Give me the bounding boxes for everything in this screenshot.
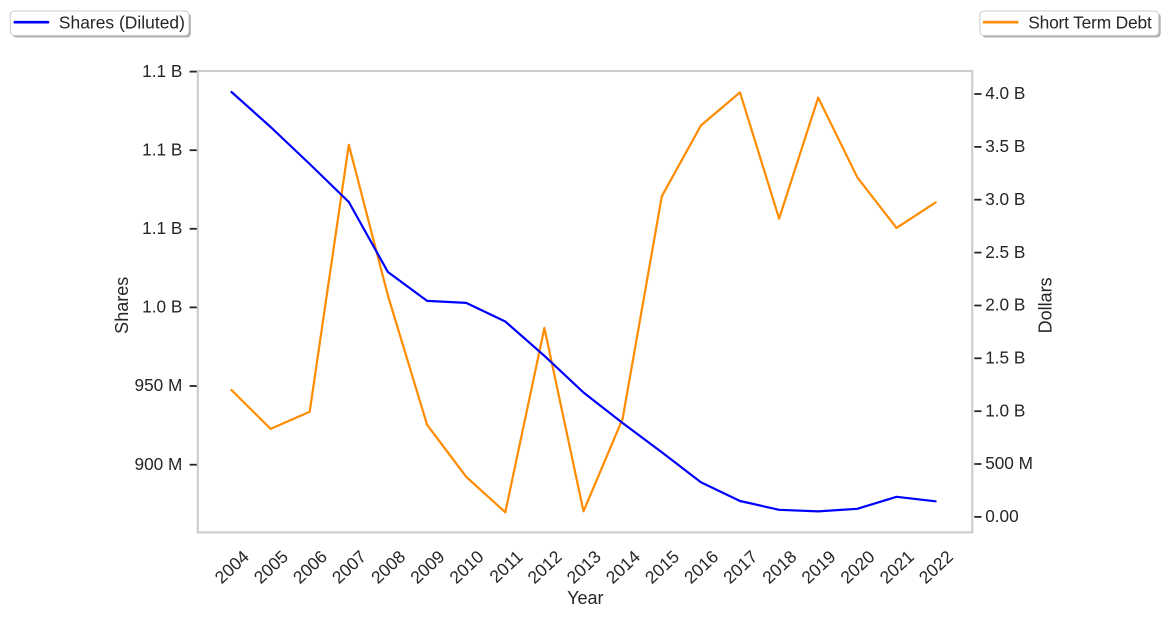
- svg-text:1.0 B: 1.0 B: [985, 400, 1025, 420]
- svg-text:3.5 B: 3.5 B: [985, 136, 1025, 156]
- svg-text:1.1 B: 1.1 B: [142, 139, 182, 159]
- svg-text:1.1 B: 1.1 B: [142, 218, 182, 238]
- svg-text:3.0 B: 3.0 B: [985, 189, 1025, 209]
- svg-text:1.5 B: 1.5 B: [985, 348, 1025, 368]
- svg-text:Shares (Diluted): Shares (Diluted): [59, 13, 185, 33]
- svg-text:1.0 B: 1.0 B: [142, 297, 182, 317]
- svg-text:2.0 B: 2.0 B: [985, 295, 1025, 315]
- svg-text:2.5 B: 2.5 B: [985, 242, 1025, 262]
- svg-text:950 M: 950 M: [135, 375, 183, 395]
- svg-text:1.1 B: 1.1 B: [142, 61, 182, 81]
- svg-text:900 M: 900 M: [135, 454, 183, 474]
- svg-text:500 M: 500 M: [985, 453, 1033, 473]
- svg-text:Shares: Shares: [112, 277, 132, 334]
- svg-text:Year: Year: [567, 588, 603, 608]
- svg-text:0.00: 0.00: [985, 506, 1018, 526]
- svg-text:Short Term Debt: Short Term Debt: [1028, 13, 1152, 33]
- svg-text:4.0 B: 4.0 B: [985, 83, 1025, 103]
- svg-text:Dollars: Dollars: [1036, 277, 1056, 333]
